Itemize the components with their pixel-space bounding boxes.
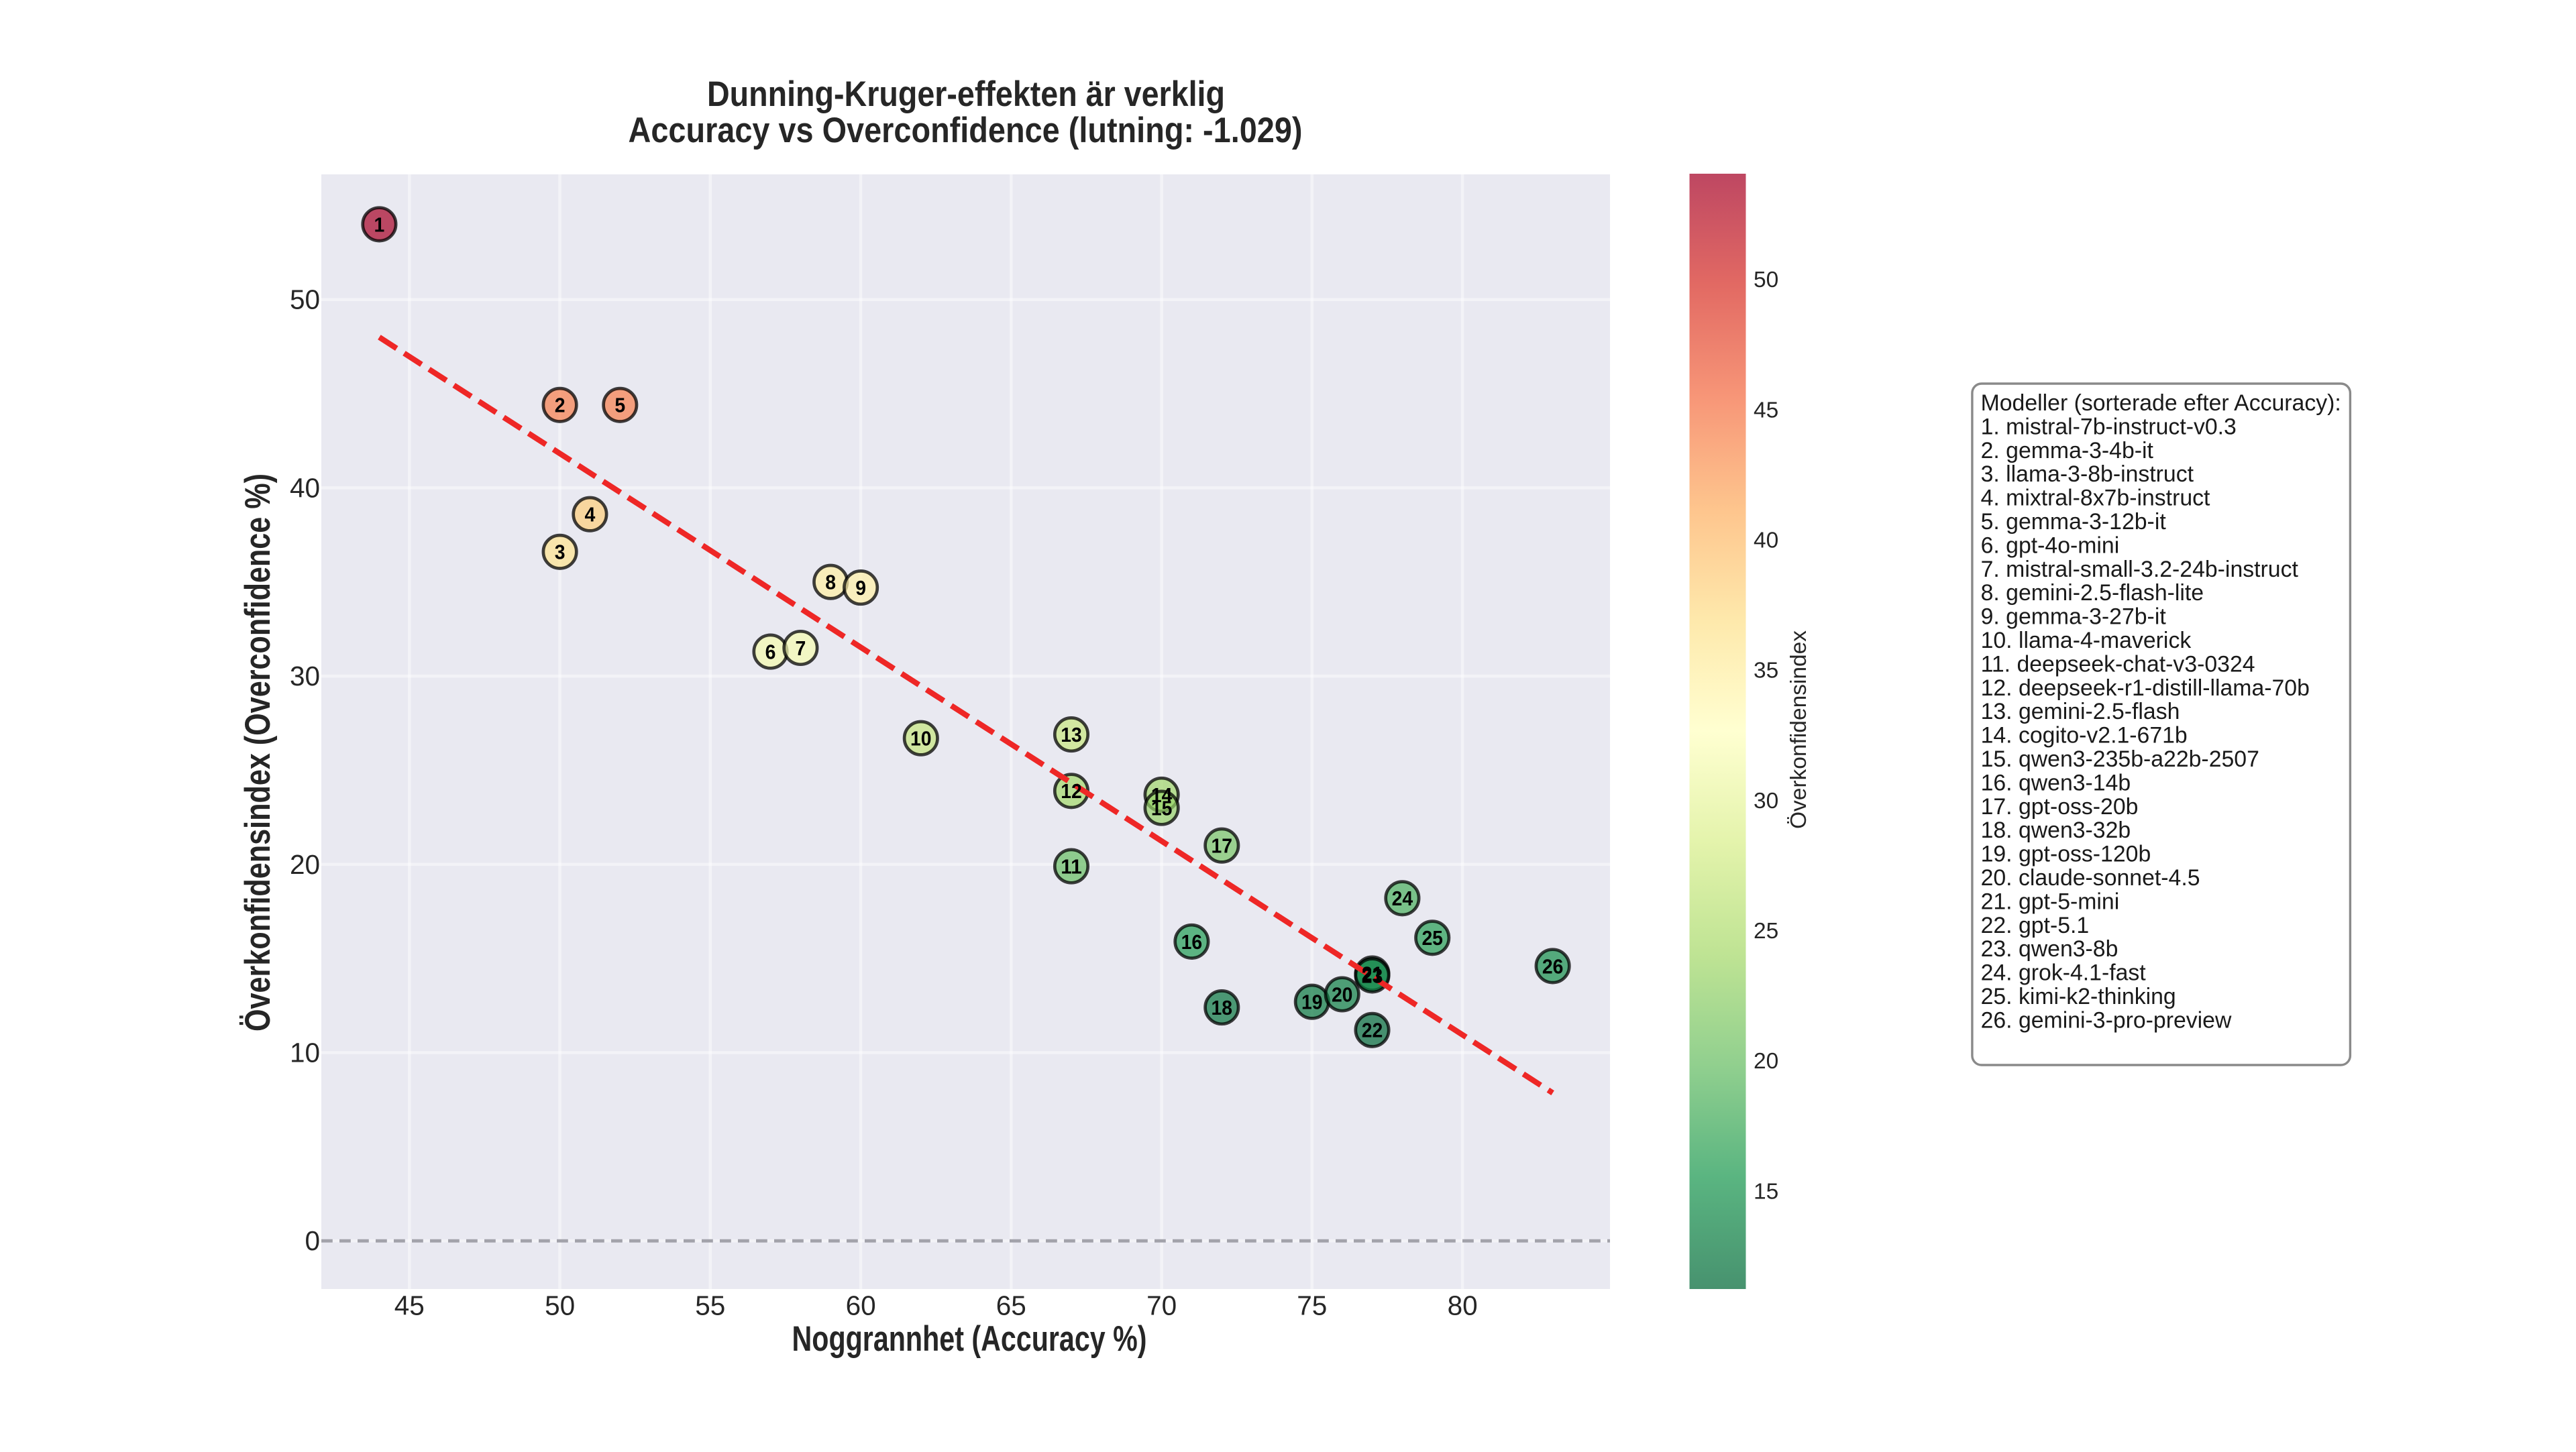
svg-text:25: 25 xyxy=(1754,919,1778,944)
svg-text:12: 12 xyxy=(1061,779,1082,803)
svg-text:Dunning-Kruger-effekten är ver: Dunning-Kruger-effekten är verklig xyxy=(707,74,1225,114)
svg-text:35: 35 xyxy=(1754,659,1778,683)
svg-text:14. cogito-v2.1-671b: 14. cogito-v2.1-671b xyxy=(1981,723,2188,748)
svg-text:4. mixtral-8x7b-instruct: 4. mixtral-8x7b-instruct xyxy=(1981,486,2210,511)
svg-text:8: 8 xyxy=(825,571,836,594)
svg-text:25. kimi-k2-thinking: 25. kimi-k2-thinking xyxy=(1981,984,2176,1009)
svg-text:6: 6 xyxy=(765,640,776,664)
svg-text:20: 20 xyxy=(290,849,320,880)
svg-text:8. gemini-2.5-flash-lite: 8. gemini-2.5-flash-lite xyxy=(1981,580,2204,606)
svg-text:50: 50 xyxy=(1754,268,1778,292)
svg-text:12. deepseek-r1-distill-llama-: 12. deepseek-r1-distill-llama-70b xyxy=(1981,675,2310,701)
svg-text:45: 45 xyxy=(1754,398,1778,423)
svg-text:18: 18 xyxy=(1212,996,1233,1019)
svg-text:Överkonfidensindex: Överkonfidensindex xyxy=(1786,630,1811,829)
svg-text:5: 5 xyxy=(614,394,625,417)
svg-text:4: 4 xyxy=(585,503,596,526)
svg-text:18. qwen3-32b: 18. qwen3-32b xyxy=(1981,818,2131,843)
svg-text:80: 80 xyxy=(1448,1290,1478,1321)
svg-text:Noggrannhet (Accuracy %): Noggrannhet (Accuracy %) xyxy=(792,1320,1147,1359)
svg-text:50: 50 xyxy=(545,1290,575,1321)
svg-text:25: 25 xyxy=(1421,926,1443,950)
svg-text:15: 15 xyxy=(1754,1179,1778,1204)
svg-text:10: 10 xyxy=(290,1038,320,1068)
svg-text:24: 24 xyxy=(1392,887,1413,910)
svg-text:40: 40 xyxy=(290,472,320,503)
svg-text:23: 23 xyxy=(1362,964,1383,987)
svg-text:1. mistral-7b-instruct-v0.3: 1. mistral-7b-instruct-v0.3 xyxy=(1981,414,2237,439)
svg-text:15: 15 xyxy=(1151,797,1173,820)
svg-text:17. gpt-oss-20b: 17. gpt-oss-20b xyxy=(1981,794,2139,820)
svg-text:3. llama-3-8b-instruct: 3. llama-3-8b-instruct xyxy=(1981,461,2194,487)
svg-text:0: 0 xyxy=(305,1225,320,1256)
svg-text:50: 50 xyxy=(290,284,320,315)
svg-text:75: 75 xyxy=(1297,1290,1327,1321)
svg-text:30: 30 xyxy=(1754,789,1778,814)
svg-text:22. gpt-5.1: 22. gpt-5.1 xyxy=(1981,913,2090,938)
svg-text:21: 21 xyxy=(1362,962,1383,986)
svg-text:19. gpt-oss-120b: 19. gpt-oss-120b xyxy=(1981,842,2151,867)
svg-text:9: 9 xyxy=(855,576,866,600)
svg-text:19: 19 xyxy=(1301,991,1323,1014)
svg-text:65: 65 xyxy=(996,1290,1026,1321)
svg-text:55: 55 xyxy=(695,1290,725,1321)
svg-text:6. gpt-4o-mini: 6. gpt-4o-mini xyxy=(1981,533,2120,558)
svg-text:2. gemma-3-4b-it: 2. gemma-3-4b-it xyxy=(1981,438,2154,463)
svg-text:Modeller (sorterade efter Accu: Modeller (sorterade efter Accuracy): xyxy=(1981,390,2341,416)
svg-text:2: 2 xyxy=(555,394,566,417)
svg-text:70: 70 xyxy=(1146,1290,1177,1321)
svg-text:26. gemini-3-pro-preview: 26. gemini-3-pro-preview xyxy=(1981,1007,2232,1033)
svg-text:9. gemma-3-27b-it: 9. gemma-3-27b-it xyxy=(1981,604,2167,630)
svg-text:20: 20 xyxy=(1332,983,1353,1006)
svg-text:17: 17 xyxy=(1212,834,1233,858)
svg-text:14: 14 xyxy=(1151,783,1173,807)
svg-text:40: 40 xyxy=(1754,528,1778,553)
svg-text:Accuracy vs Overconfidence (lu: Accuracy vs Overconfidence (lutning: -1.… xyxy=(629,111,1303,150)
svg-text:20. claude-sonnet-4.5: 20. claude-sonnet-4.5 xyxy=(1981,865,2200,891)
svg-text:20: 20 xyxy=(1754,1049,1778,1074)
svg-text:Överkonfidensindex (Overconfid: Överkonfidensindex (Overconfidence %) xyxy=(239,473,278,1031)
svg-text:13: 13 xyxy=(1061,723,1082,746)
svg-text:11. deepseek-chat-v3-0324: 11. deepseek-chat-v3-0324 xyxy=(1981,651,2255,677)
svg-text:1: 1 xyxy=(374,213,385,236)
svg-text:45: 45 xyxy=(394,1290,425,1321)
svg-text:10: 10 xyxy=(910,727,932,750)
svg-text:7: 7 xyxy=(796,636,806,660)
svg-text:16. qwen3-14b: 16. qwen3-14b xyxy=(1981,770,2131,795)
svg-text:15. qwen3-235b-a22b-2507: 15. qwen3-235b-a22b-2507 xyxy=(1981,746,2259,772)
svg-text:3: 3 xyxy=(555,541,566,564)
svg-text:21. gpt-5-mini: 21. gpt-5-mini xyxy=(1981,889,2120,914)
svg-text:10. llama-4-maverick: 10. llama-4-maverick xyxy=(1981,628,2192,653)
svg-text:60: 60 xyxy=(846,1290,876,1321)
svg-text:7. mistral-small-3.2-24b-instr: 7. mistral-small-3.2-24b-instruct xyxy=(1981,557,2299,582)
svg-text:30: 30 xyxy=(290,661,320,691)
svg-text:5. gemma-3-12b-it: 5. gemma-3-12b-it xyxy=(1981,509,2167,535)
svg-text:16: 16 xyxy=(1181,930,1203,954)
svg-text:23. qwen3-8b: 23. qwen3-8b xyxy=(1981,936,2118,962)
svg-text:11: 11 xyxy=(1061,855,1082,879)
svg-text:22: 22 xyxy=(1362,1019,1383,1042)
svg-text:26: 26 xyxy=(1542,954,1564,978)
svg-text:13. gemini-2.5-flash: 13. gemini-2.5-flash xyxy=(1981,699,2180,724)
svg-text:24. grok-4.1-fast: 24. grok-4.1-fast xyxy=(1981,960,2147,986)
